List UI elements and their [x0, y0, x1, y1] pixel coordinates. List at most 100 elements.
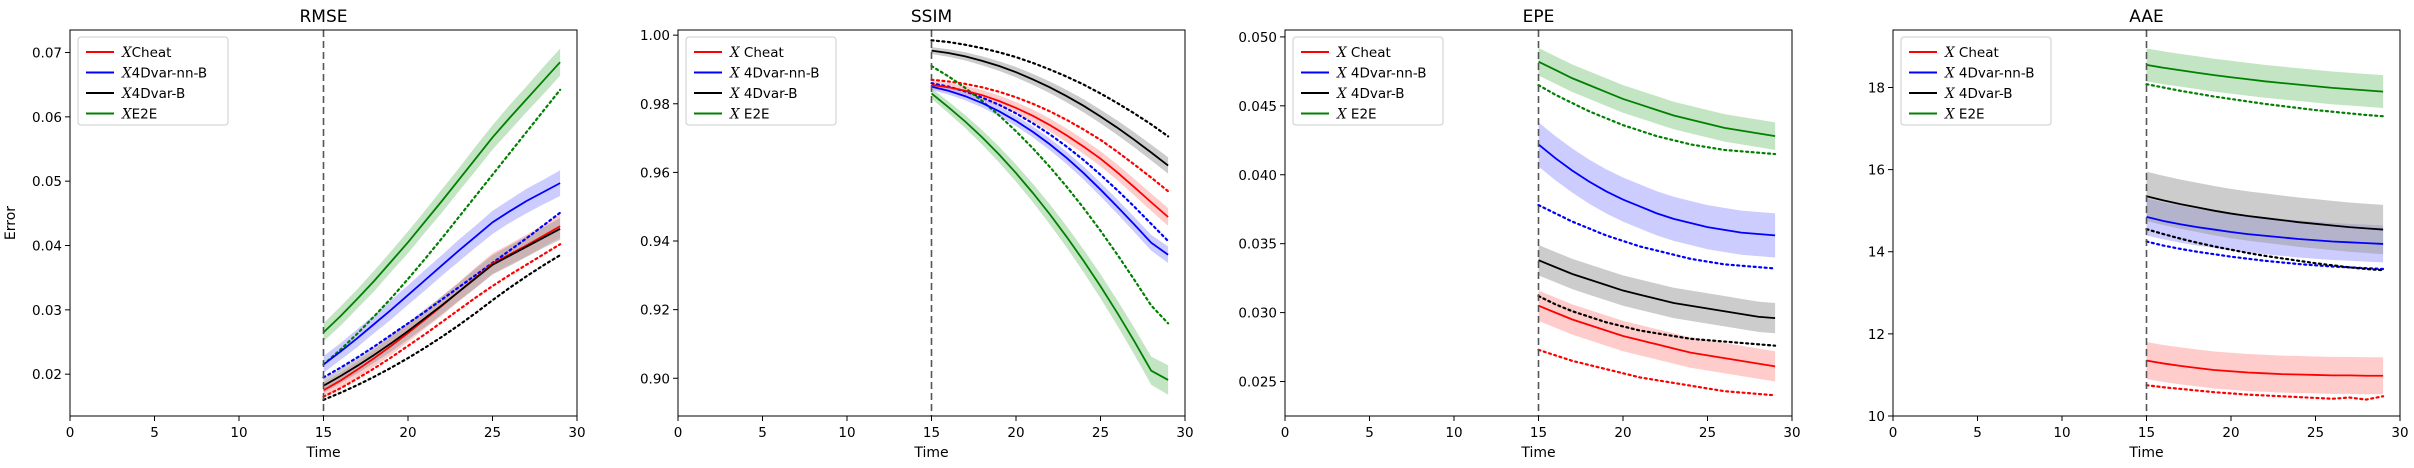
legend-label: X 4Dvar-nn-B: [729, 66, 820, 82]
chart-panel-epe: EPE 0 5 10 15 20 25 30 0.025 0.030 0.035 0.040 0.045…: [1238, 7, 1800, 461]
x-tick-label: 30: [1176, 425, 1193, 441]
y-tick-label: 0.94: [640, 234, 670, 250]
y-tick-label: 0.040: [1238, 168, 1277, 184]
x-tick-label: 5: [758, 425, 767, 441]
x-tick-label: 0: [1889, 425, 1898, 441]
chart-panel-rmse: RMSE 0 5 10 15 20 25 30 0.02 0.03 0.04 0.05 0.06 0.07…: [3, 7, 586, 461]
y-tick-label: 0.030: [1238, 306, 1277, 322]
legend-label: X4Dvar-B: [121, 86, 185, 102]
series-line: [930, 92, 1169, 381]
dotted-series-line: [1537, 84, 1777, 156]
series-line: [931, 85, 1169, 256]
chart-title: RMSE: [299, 7, 347, 27]
dotted-series-line: [930, 39, 1170, 138]
y-tick-label: 0.05: [32, 174, 62, 190]
y-tick-label: 0.06: [32, 110, 62, 126]
y-tick-label: 0.96: [640, 165, 670, 181]
series-line: [2146, 359, 2384, 377]
x-tick-label: 0: [674, 425, 683, 441]
dotted-series-line: [930, 82, 1170, 243]
y-tick-label: 18: [1868, 80, 1885, 96]
x-tick-label: 25: [1092, 425, 1109, 441]
series-line: [2146, 195, 2384, 231]
legend: X Cheat X 4Dvar-nn-B X 4Dvar-B X E2E: [685, 36, 837, 126]
y-tick-label: 0.02: [32, 367, 62, 383]
plot-area: [2145, 48, 2385, 401]
legend-label: X 4Dvar-B: [729, 86, 798, 102]
x-tick-label: 10: [838, 425, 855, 441]
legend-label: X Cheat: [1944, 45, 1999, 61]
legend-label: X 4Dvar-nn-B: [1336, 66, 1427, 82]
x-tick-label: 15: [923, 425, 940, 441]
x-tick-label: 30: [2391, 425, 2408, 441]
x-tick-label: 25: [1699, 425, 1716, 441]
dotted-series-line: [1537, 203, 1777, 270]
plot-area: [1537, 47, 1777, 397]
series-line: [2146, 64, 2384, 93]
confidence-band: [323, 170, 561, 373]
x-tick-label: 25: [2307, 425, 2324, 441]
series-line: [322, 182, 561, 366]
legend-label: X Cheat: [729, 45, 784, 61]
y-tick-label: 0.045: [1238, 99, 1277, 115]
confidence-band: [2146, 171, 2384, 255]
plot-area: [930, 39, 1170, 395]
axes-frame: [1892, 29, 2401, 417]
series-line: [1538, 259, 1776, 320]
plot-area: [322, 48, 562, 402]
confidence-band: [2146, 48, 2384, 109]
y-tick-label: 0.050: [1238, 30, 1277, 46]
legend: XCheat X4Dvar-nn-B X4Dvar-B XE2E: [77, 36, 229, 126]
legend-box: [685, 36, 837, 126]
series-line: [1538, 60, 1776, 138]
dotted-series-line: [930, 64, 1170, 325]
confidence-band: [1538, 122, 1776, 258]
legend-label: X E2E: [729, 107, 770, 123]
legend: X Cheat X 4Dvar-nn-B X 4Dvar-B X E2E: [1900, 36, 2052, 126]
x-tick-label: 20: [1007, 425, 1024, 441]
x-tick-label: 10: [230, 425, 247, 441]
x-tick-label: 10: [1445, 425, 1462, 441]
series-line: [323, 227, 561, 387]
dotted-series-line: [930, 78, 1170, 193]
x-tick-label: 5: [1973, 425, 1982, 441]
x-axis-label: Time: [2128, 445, 2163, 461]
dotted-series-line: [1537, 294, 1777, 347]
series-line: [1537, 143, 1776, 237]
chart-panel-aae: AAE 0 5 10 15 20 25 30 10 12 14 16 18 Time X Cheat X 4D…: [1868, 7, 2409, 461]
x-tick-label: 10: [2053, 425, 2070, 441]
legend-label: XE2E: [121, 107, 157, 123]
x-tick-label: 5: [150, 425, 159, 441]
chart-title: AAE: [2129, 7, 2163, 27]
legend-label: X 4Dvar-nn-B: [1944, 66, 2035, 82]
x-tick-label: 0: [66, 425, 75, 441]
legend-box: [1292, 36, 1444, 126]
series-line: [931, 49, 1169, 167]
dotted-series-line: [322, 211, 562, 379]
axes-frame: [677, 29, 1186, 417]
series-line: [2146, 215, 2384, 245]
legend: X Cheat X 4Dvar-nn-B X 4Dvar-B X E2E: [1292, 36, 1444, 126]
axes-frame: [1284, 29, 1793, 417]
dotted-series-line: [1537, 348, 1777, 397]
x-tick-label: 25: [484, 425, 501, 441]
x-tick-label: 30: [1783, 425, 1800, 441]
legend-box: [77, 36, 229, 126]
dotted-series-line: [2145, 83, 2385, 118]
x-tick-label: 0: [1281, 425, 1290, 441]
legend-label: X4Dvar-nn-B: [121, 66, 207, 82]
dotted-series-line: [2145, 228, 2385, 272]
x-tick-label: 20: [2222, 425, 2239, 441]
y-tick-label: 0.90: [640, 371, 670, 387]
y-tick-label: 10: [1868, 409, 1885, 425]
y-tick-label: 12: [1868, 327, 1885, 343]
y-tick-label: 14: [1868, 245, 1885, 261]
confidence-band: [2146, 342, 2384, 395]
y-tick-label: 16: [1868, 163, 1885, 179]
axes-frame: [69, 29, 578, 417]
x-axis-label: Time: [1520, 445, 1555, 461]
confidence-band: [931, 88, 1169, 395]
legend-label: X Cheat: [1336, 45, 1391, 61]
dotted-series-line: [2145, 384, 2385, 401]
